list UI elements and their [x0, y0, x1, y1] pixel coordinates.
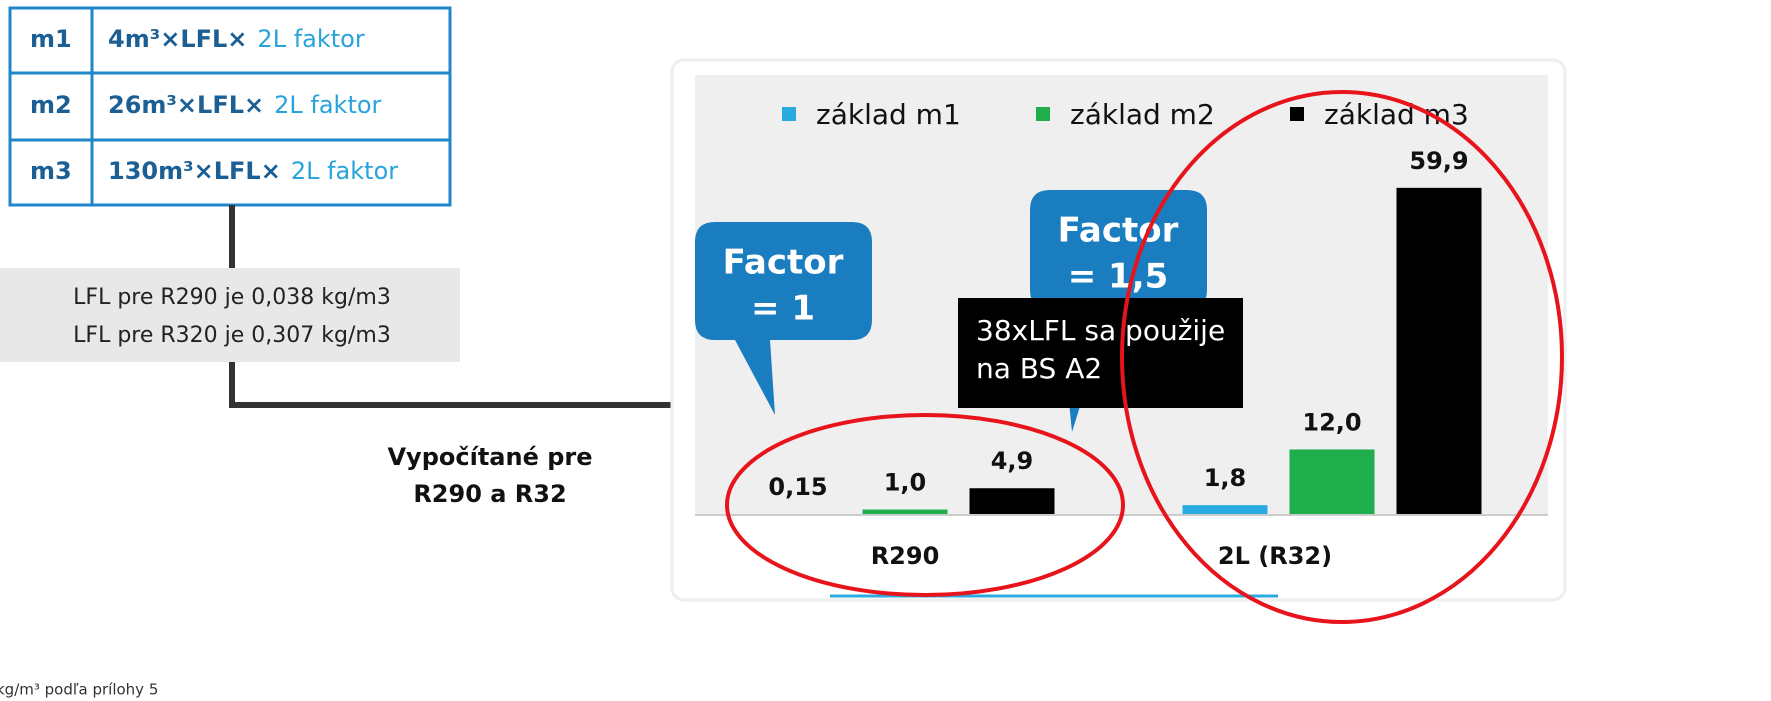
factor: 2L faktor	[291, 157, 398, 185]
value-label: 4,9	[991, 447, 1034, 475]
callout-text: Factor	[723, 243, 844, 283]
row-formula: 26m³×LFL× 2L faktor	[108, 91, 382, 119]
highlight-ellipse	[725, 413, 1125, 597]
legend-swatch	[1290, 107, 1304, 121]
formula: 26m³×LFL×	[108, 91, 264, 119]
info-box	[0, 268, 460, 362]
note-box	[958, 298, 1243, 408]
highlight-ellipse	[1120, 90, 1564, 624]
footer: kg/m³ podľa prílohy 5	[0, 681, 158, 699]
row-formula: 130m³×LFL× 2L faktor	[108, 157, 398, 185]
note-text: 38xLFL sa použije	[976, 314, 1225, 347]
table-rows: m1 4m³×LFL× 2L faktor m2 26m³×LFL× 2L faktor m…	[30, 25, 398, 185]
info-line: LFL pre R290 je 0,038 kg/m3	[73, 285, 391, 310]
legend-swatch	[1036, 107, 1050, 121]
bar	[1289, 449, 1375, 515]
note-text: na BS A2	[976, 352, 1102, 385]
row-formula: 4m³×LFL× 2L faktor	[108, 25, 365, 53]
factor: 2L faktor	[257, 25, 364, 53]
value-label: 59,9	[1409, 147, 1468, 175]
connector	[229, 362, 705, 408]
callout-text: Factor	[1058, 211, 1179, 251]
legend-label: základ m1	[816, 98, 961, 131]
category-label: 2L (R32)	[1218, 542, 1332, 570]
formula: 4m³×LFL×	[108, 25, 247, 53]
bar	[969, 488, 1055, 515]
calc-label: Vypočítané pre	[387, 443, 592, 471]
category-label: R290	[871, 542, 940, 570]
bar	[1396, 187, 1482, 515]
table-frame	[8, 6, 452, 207]
info-line: LFL pre R320 je 0,307 kg/m3	[73, 323, 391, 348]
legend-label: základ m2	[1070, 98, 1215, 131]
value-label: 1,0	[884, 469, 927, 497]
bar	[1182, 505, 1268, 515]
calc-label: R290 a R32	[413, 480, 566, 508]
callout	[695, 222, 872, 415]
legend-swatch	[782, 107, 796, 121]
bar	[862, 509, 948, 515]
value-label: 0,15	[768, 473, 827, 501]
callout-text: = 1,5	[1068, 257, 1169, 297]
row-id: m3	[30, 157, 72, 185]
factor: 2L faktor	[274, 91, 381, 119]
row-id: m2	[30, 91, 72, 119]
legend-label: základ m3	[1324, 98, 1469, 131]
callout-text: = 1	[751, 289, 815, 329]
value-label: 12,0	[1302, 408, 1361, 436]
row-id: m1	[30, 25, 72, 53]
value-label: 1,8	[1204, 464, 1247, 492]
formula: 130m³×LFL×	[108, 157, 281, 185]
